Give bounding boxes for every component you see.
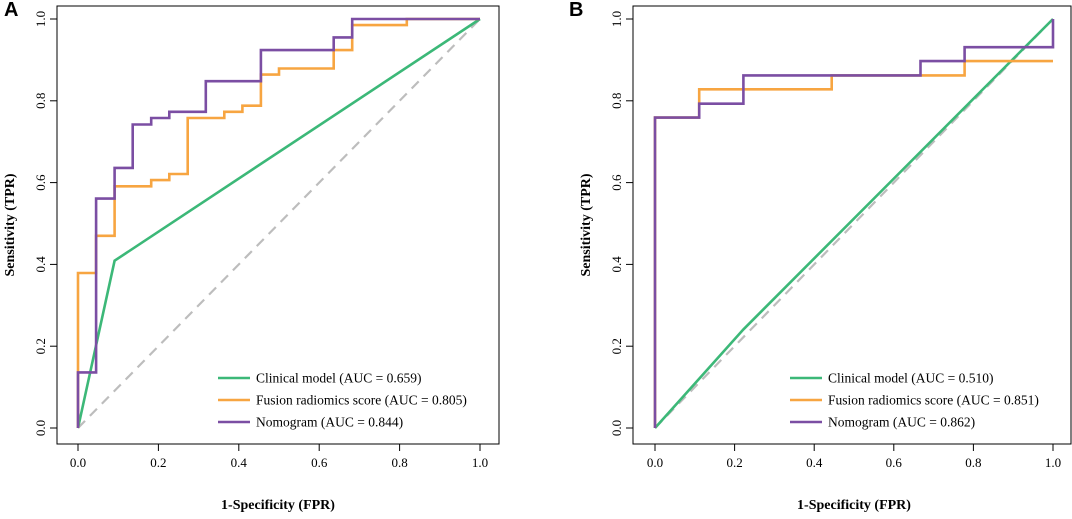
panel-b-x-tick-label: 0.8 bbox=[965, 455, 981, 470]
panel-b: B 0.0 0.2 0.4 0.6 0.8 1.0 0.0 0.2 0.4 0.6 0.8 1.0 1… bbox=[569, 0, 1072, 513]
panel-b-y-tick-label: 1.0 bbox=[609, 11, 624, 27]
panel-a-roc-curve-fusion bbox=[76, 17, 480, 428]
panel-b-plot-frame bbox=[632, 5, 1072, 445]
panel-b-legend-label: Nomogram (AUC = 0.862) bbox=[828, 415, 975, 430]
panel-b-y-axis-title: Sensitivity (TPR) bbox=[579, 173, 594, 276]
panel-b-y-tick-label: 0.2 bbox=[609, 338, 624, 354]
panel-b-x-tick-label: 1.0 bbox=[1045, 455, 1061, 470]
panel-a-series bbox=[76, 17, 481, 429]
panel-a-y-tick-label: 1.0 bbox=[33, 11, 48, 27]
panel-a-y-tick-label: 0.4 bbox=[33, 256, 48, 273]
panel-b-y-tick-label: 0.4 bbox=[609, 256, 624, 273]
panel-b-series bbox=[653, 18, 1055, 429]
panel-a-x-axis-title: 1-Specificity (FPR) bbox=[221, 498, 335, 513]
panel-a-letter: A bbox=[4, 0, 18, 21]
panel-a-reference bbox=[77, 18, 481, 429]
panel-a-roc-curve-nomogram bbox=[76, 17, 480, 428]
panel-b-roc-curve-nomogram bbox=[653, 19, 1055, 428]
panel-a: A 0.0 0.2 0.4 0.6 0.8 1.0 0.0 0.2 0.4 0.6 0.8 1.0 1… bbox=[3, 0, 500, 513]
panel-b-x-tick-label: 0.4 bbox=[806, 455, 823, 470]
panel-a-x-tick-label: 0.8 bbox=[391, 455, 407, 470]
panel-b-legend-label: Clinical model (AUC = 0.510) bbox=[828, 371, 993, 386]
panel-b-legend-label: Fusion radiomics score (AUC = 0.851) bbox=[828, 393, 1039, 408]
panel-b-y-tick-label: 0.0 bbox=[609, 420, 624, 436]
panel-a-y-tick-label: 0.0 bbox=[33, 420, 48, 436]
panel-b-axes: 0.0 0.2 0.4 0.6 0.8 1.0 0.0 0.2 0.4 0.6 0.8 1.0 bbox=[609, 11, 1061, 470]
panel-b-x-axis-title: 1-Specificity (FPR) bbox=[797, 498, 911, 513]
panel-a-y-tick-label: 0.6 bbox=[33, 174, 48, 191]
panel-a-x-tick-label: 0.6 bbox=[311, 455, 328, 470]
panel-b-y-tick-label: 0.8 bbox=[609, 93, 624, 109]
panel-b-y-tick-label: 0.6 bbox=[609, 174, 624, 191]
panel-a-reference-line bbox=[77, 18, 481, 429]
panel-a-legend-label: Nomogram (AUC = 0.844) bbox=[256, 415, 403, 430]
panel-b-x-tick-label: 0.0 bbox=[647, 455, 663, 470]
panel-b-roc-curve-clinical bbox=[654, 18, 1054, 429]
panel-b-x-tick-label: 0.6 bbox=[886, 455, 903, 470]
panel-a-legend: Clinical model (AUC = 0.659) Fusion radio… bbox=[218, 371, 467, 430]
panel-a-legend-label: Fusion radiomics score (AUC = 0.805) bbox=[256, 393, 467, 408]
panel-a-y-tick-label: 0.2 bbox=[33, 338, 48, 354]
panel-a-plot-frame bbox=[56, 5, 500, 445]
panel-b-x-tick-label: 0.2 bbox=[726, 455, 742, 470]
panel-a-x-tick-label: 1.0 bbox=[472, 455, 488, 470]
panel-a-x-tick-label: 0.2 bbox=[150, 455, 166, 470]
panel-a-y-axis-title: Sensitivity (TPR) bbox=[3, 173, 18, 276]
panel-a-axes: 0.0 0.2 0.4 0.6 0.8 1.0 0.0 0.2 0.4 0.6 0.8 1.0 bbox=[33, 11, 488, 470]
panel-a-x-tick-label: 0.4 bbox=[231, 455, 248, 470]
panel-a-y-tick-label: 0.8 bbox=[33, 93, 48, 109]
panel-a-x-tick-label: 0.0 bbox=[70, 455, 86, 470]
panel-b-legend: Clinical model (AUC = 0.510) Fusion radio… bbox=[790, 371, 1039, 430]
panel-a-legend-label: Clinical model (AUC = 0.659) bbox=[256, 371, 421, 386]
panel-b-letter: B bbox=[569, 0, 583, 21]
